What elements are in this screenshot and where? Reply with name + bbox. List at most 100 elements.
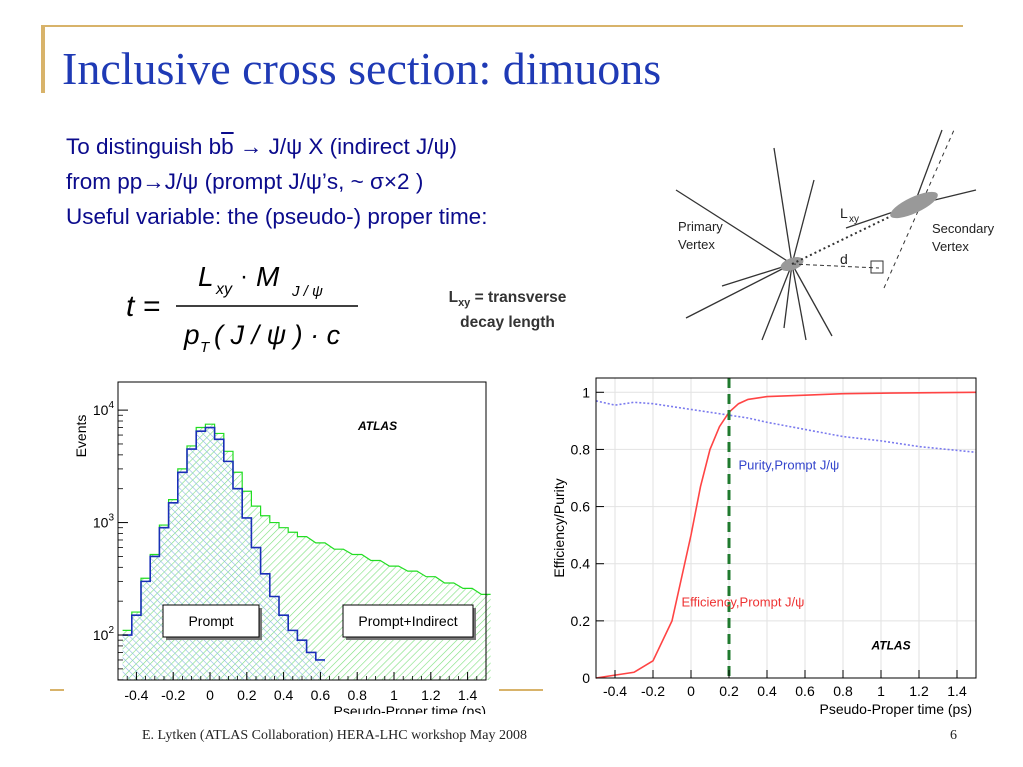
legend-prompt-text: Prompt — [188, 613, 233, 629]
y-tick-base: 10 — [93, 627, 109, 643]
x-tick-label: -0.2 — [161, 687, 185, 703]
lxy-note-sub: xy — [458, 297, 471, 310]
secondary-track-extension — [883, 129, 955, 289]
y-tick-label: 102 — [93, 625, 115, 643]
track — [721, 263, 793, 287]
legend-box — [162, 604, 260, 638]
y-tick-label: 1 — [582, 384, 590, 400]
x-tick-label: 0.6 — [795, 683, 815, 699]
secondary-vertex-label-2: Vertex — [932, 239, 969, 254]
bbar-symbol: b — [221, 134, 234, 159]
track — [791, 179, 815, 265]
proper-time-formula: t = L xy · M J / ψ p T ( J / ψ ) · c — [126, 261, 358, 356]
y-tick-base: 10 — [93, 402, 109, 418]
lxy-note-line-1: Lxy = transverse — [420, 288, 595, 313]
y-axis-label: Efficiency/Purity — [551, 478, 567, 577]
formula-num-M: M — [256, 261, 280, 292]
x-axis-label: Pseudo-Proper time (ps) — [333, 703, 486, 714]
y-tick-label: 0 — [582, 670, 590, 686]
x-tick-label: 0 — [206, 687, 214, 703]
decay-vertex-diagram: Primary Vertex Secondary Vertex L xy d — [664, 118, 1023, 346]
x-tick-label: 1 — [390, 687, 398, 703]
x-tick-label: 0.6 — [311, 687, 331, 703]
lxy-label-sub: xy — [849, 214, 859, 225]
x-tick-label: -0.4 — [603, 683, 627, 699]
legend-box — [342, 604, 474, 638]
track — [791, 263, 807, 341]
body-line-1: To distinguish bb → J/ψ X (indirect J/ψ) — [66, 129, 487, 164]
x-tick-label: 0.8 — [833, 683, 853, 699]
y-axis-label: Events — [73, 415, 89, 458]
x-tick-label: 1.2 — [909, 683, 929, 699]
x-axis-label: Pseudo-Proper time (ps) — [819, 701, 972, 717]
accent-vertical-line — [41, 25, 45, 93]
x-tick-label: -0.4 — [124, 687, 148, 703]
body-line-3: Useful variable: the (pseudo-) proper ti… — [66, 204, 488, 229]
track — [791, 263, 833, 337]
primary-vertex-label-1: Primary — [678, 219, 723, 234]
diagram-background — [664, 118, 1023, 346]
plot-border — [595, 377, 977, 679]
accent-top-line — [41, 25, 963, 27]
body-line-1-pre: To distinguish b — [66, 134, 222, 159]
x-tick-label: 1.4 — [947, 683, 967, 699]
d-label: d — [840, 251, 848, 267]
formula-den-p: p — [183, 319, 200, 350]
track — [913, 129, 943, 206]
primary-tracks — [675, 147, 833, 341]
body-line-2: from pp→J/ψ (prompt J/ψ’s, ~ σ×2 ) — [66, 169, 424, 194]
x-tick-label: 1.2 — [421, 687, 441, 703]
accent-bottom-mid-line — [499, 689, 543, 691]
formula-num-L: L — [198, 261, 214, 292]
formula-num-L-sub: xy — [215, 281, 233, 298]
legend-prompt-indirect-text: Prompt+Indirect — [358, 613, 457, 629]
x-tick-label: 0.8 — [347, 687, 367, 703]
x-tick-label: -0.2 — [641, 683, 665, 699]
track — [783, 263, 793, 329]
y-tick-exponent: 3 — [108, 513, 114, 524]
x-tick-label: 1 — [877, 683, 885, 699]
lxy-note: Lxy = transverse decay length — [420, 288, 595, 333]
formula-num-M-sub: J / ψ — [291, 283, 323, 300]
x-tick-label: 0 — [687, 683, 695, 699]
track — [685, 263, 793, 319]
y-tick-exponent: 2 — [108, 625, 114, 636]
track — [675, 189, 793, 265]
body-line-1-post: → J/ψ X (indirect J/ψ) — [233, 134, 457, 159]
lxy-note-line-2: decay length — [460, 314, 555, 332]
legend-prompt: Prompt — [162, 604, 262, 640]
purity-label: Purity,Prompt J/ψ — [739, 457, 840, 472]
formula-num-dot: · — [240, 263, 248, 290]
right-angle-mark — [870, 260, 884, 274]
formula-den-rest: ( J / ψ ) · c — [214, 320, 341, 350]
formula-lhs: t = — [126, 290, 160, 323]
efficiency-series — [595, 391, 977, 679]
slide-title: Inclusive cross section: dimuons — [62, 43, 662, 94]
x-tick-label: 0.4 — [757, 683, 777, 699]
secondary-vertex-ellipse — [890, 191, 938, 219]
lxy-label: L — [840, 205, 848, 221]
d-dashed-line — [791, 263, 880, 269]
purity-series — [595, 400, 977, 454]
prompt-series — [122, 426, 325, 661]
y-tick-label: 0.4 — [571, 556, 591, 572]
secondary-vertex-label-1: Secondary — [932, 221, 995, 236]
events-vs-proper-time-chart: -0.4 -0.2 0 0.2 0.4 0.6 0.8 1 1.2 1.4104103102Pse… — [73, 381, 491, 714]
efficiency-label: Efficiency,Prompt J/ψ — [682, 595, 805, 610]
x-tick-label: 0.2 — [237, 687, 257, 703]
y-tick-label: 103 — [93, 513, 115, 531]
track — [761, 263, 793, 341]
atlas-label: ATLAS — [357, 419, 397, 433]
accent-bottom-left-line — [50, 689, 64, 691]
y-tick-base: 10 — [93, 515, 109, 531]
plot-frame — [595, 377, 977, 679]
x-tick-label: 0.2 — [719, 683, 739, 699]
lxy-note-symbol: L — [448, 289, 459, 306]
y-tick-label: 0.8 — [571, 441, 591, 457]
formula-den-p-sub: T — [200, 339, 211, 356]
y-tick-exponent: 4 — [108, 400, 114, 411]
y-tick-label: 0.2 — [571, 613, 591, 629]
y-tick-label: 104 — [93, 400, 115, 418]
x-tick-label: 1.4 — [458, 687, 478, 703]
body-text: To distinguish bb → J/ψ X (indirect J/ψ)… — [66, 129, 487, 234]
